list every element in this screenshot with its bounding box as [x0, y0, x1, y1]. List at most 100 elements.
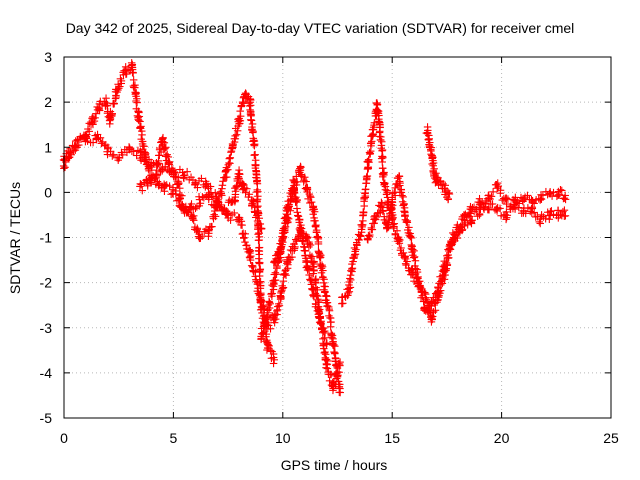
data-series-3 [136, 133, 266, 233]
data-point [137, 156, 145, 164]
data-point [257, 225, 266, 233]
data-point [277, 242, 286, 251]
data-point [189, 212, 198, 220]
data-point [160, 182, 169, 191]
data-point [271, 257, 279, 265]
data-point [322, 296, 330, 305]
data-point [137, 122, 145, 131]
data-point [252, 277, 261, 286]
data-point [357, 232, 365, 241]
data-point [300, 243, 309, 251]
data-point [302, 177, 310, 186]
data-point [121, 67, 130, 75]
data-point [334, 371, 342, 379]
data-point [329, 341, 337, 349]
data-point [364, 157, 373, 165]
data-point [234, 182, 242, 190]
data-point [256, 220, 265, 228]
data-point [305, 271, 313, 279]
data-point [309, 291, 317, 300]
data-point [138, 137, 147, 146]
data-point [310, 286, 318, 294]
data-point [197, 174, 206, 183]
data-point [296, 228, 305, 236]
data-point [292, 198, 301, 206]
data-point [310, 205, 318, 214]
data-point [246, 256, 255, 264]
data-point [152, 170, 160, 178]
data-point [154, 181, 163, 189]
data-point [138, 186, 147, 195]
data-point [244, 193, 253, 201]
data-point [294, 212, 303, 221]
data-point [248, 120, 257, 128]
data-point [141, 152, 149, 160]
data-point [325, 306, 334, 315]
data-point [253, 179, 262, 188]
data-point [274, 302, 282, 311]
data-point [238, 221, 246, 229]
data-point [222, 209, 230, 218]
data-point [226, 154, 235, 162]
data-point [245, 253, 254, 261]
data-point [333, 362, 341, 371]
data-point [204, 190, 213, 199]
data-point [234, 172, 243, 181]
data-point [275, 300, 283, 308]
data-point [174, 180, 183, 189]
data-point [116, 82, 124, 91]
data-point [303, 262, 312, 270]
data-point [77, 135, 85, 143]
data-point [279, 277, 288, 285]
data-point [178, 191, 186, 200]
data-point [204, 226, 212, 234]
data-point [361, 185, 370, 193]
data-point [115, 153, 123, 162]
data-point [133, 98, 141, 107]
data-point [179, 171, 188, 180]
data-point [260, 319, 269, 328]
data-point [273, 307, 281, 315]
data-point [103, 147, 111, 156]
data-point [356, 231, 364, 240]
data-point [255, 250, 264, 259]
data-point [93, 130, 102, 139]
data-point [255, 236, 263, 244]
series-layer [59, 59, 570, 397]
data-point [104, 144, 112, 153]
data-point [218, 181, 227, 190]
data-point [496, 204, 504, 213]
data-point [125, 143, 133, 151]
data-point [282, 206, 291, 215]
data-point [251, 203, 259, 212]
data-point [290, 244, 299, 253]
data-point [293, 211, 302, 220]
data-point [330, 348, 338, 356]
data-point [399, 249, 408, 257]
data-point [92, 109, 100, 118]
data-point [323, 292, 331, 301]
data-point [312, 228, 321, 236]
data-point [245, 102, 254, 110]
data-point [329, 386, 337, 395]
data-point [235, 215, 243, 224]
data-point [61, 155, 69, 163]
data-point [312, 221, 320, 229]
data-point [243, 184, 251, 193]
data-point [297, 163, 305, 172]
data-point [311, 217, 319, 225]
data-point [259, 328, 268, 337]
data-point [105, 113, 114, 122]
data-point [214, 203, 222, 211]
data-point [152, 166, 161, 174]
data-point [346, 283, 355, 292]
data-point [82, 134, 91, 143]
data-point [306, 276, 315, 285]
data-point [189, 215, 197, 223]
data-point [172, 173, 180, 181]
data-point [89, 113, 97, 121]
data-point [359, 208, 368, 217]
data-point [290, 181, 298, 190]
data-point [242, 241, 250, 250]
